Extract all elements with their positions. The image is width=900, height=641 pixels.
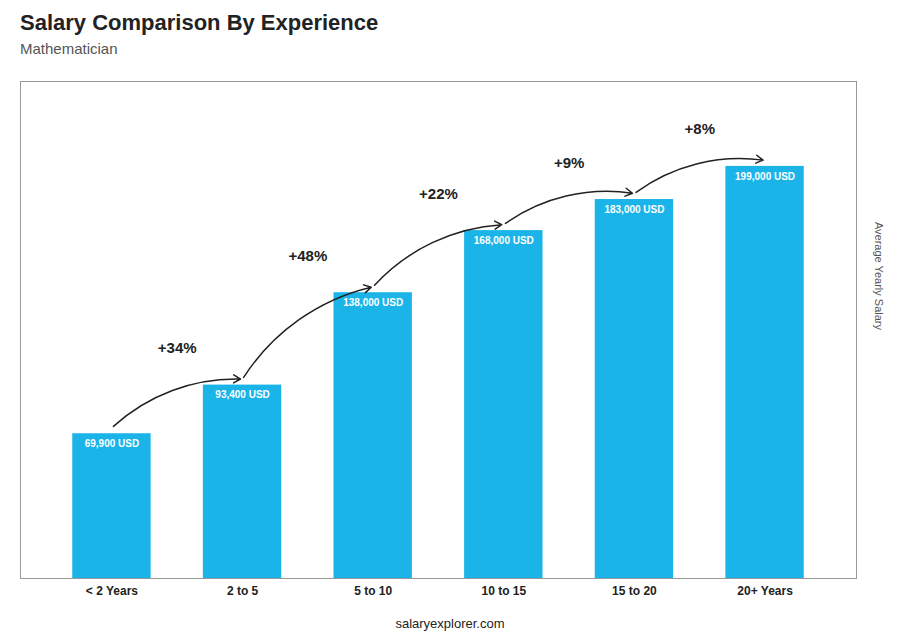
svg-text:Average Yearly Salary: Average Yearly Salary	[873, 222, 885, 331]
svg-text:69,900 USD: 69,900 USD	[85, 438, 139, 449]
svg-text:+8%: +8%	[685, 120, 715, 137]
svg-text:183,000 USD: 183,000 USD	[604, 204, 664, 215]
svg-text:5 to 10: 5 to 10	[354, 584, 392, 598]
html-text:Salary Comparison By Experienc: Salary Comparison By Experience	[20, 10, 379, 35]
svg-text:199,000 USD: 199,000 USD	[735, 171, 795, 182]
svg-text:93,400 USD: 93,400 USD	[215, 389, 269, 400]
svg-text:2 to 5: 2 to 5	[227, 584, 259, 598]
svg-text:+22%: +22%	[419, 185, 458, 202]
svg-text:138,000 USD: 138,000 USD	[343, 297, 403, 308]
svg-text:< 2 Years: < 2 Years	[86, 584, 138, 598]
html-text:salaryexplorer.com: salaryexplorer.com	[395, 616, 505, 631]
svg-text:+9%: +9%	[554, 154, 584, 171]
svg-text:168,000 USD: 168,000 USD	[474, 235, 534, 246]
html-text:Mathematician: Mathematician	[20, 40, 118, 57]
svg-text:15 to 20: 15 to 20	[612, 584, 657, 598]
svg-text:+34%: +34%	[158, 339, 197, 356]
svg-text:20+ Years: 20+ Years	[737, 584, 793, 598]
svg-text:+48%: +48%	[288, 247, 327, 264]
svg-text:10 to 15: 10 to 15	[481, 584, 526, 598]
